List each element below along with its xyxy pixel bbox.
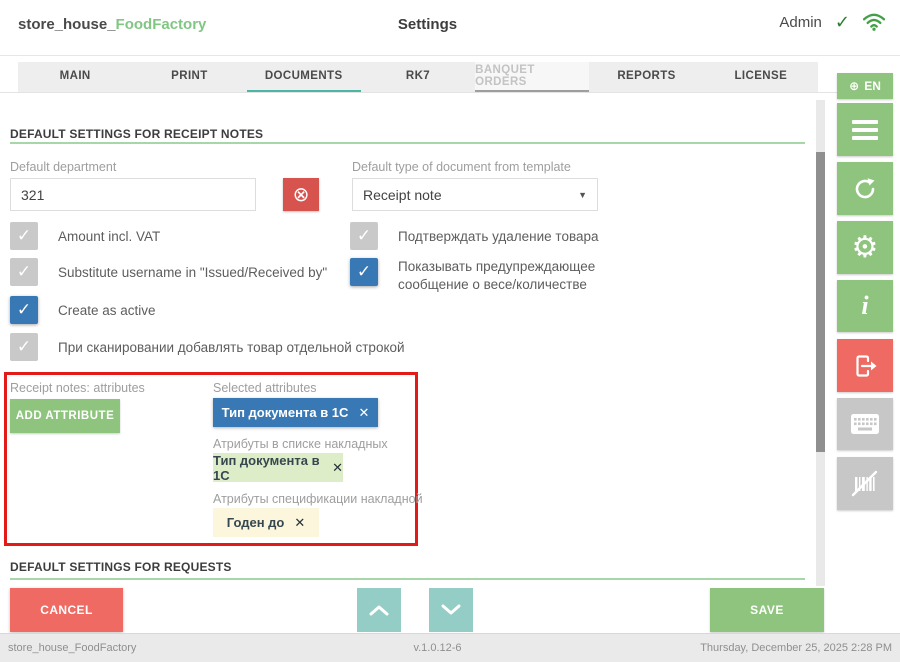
- checkbox-row-substitute-username: ✓ Substitute username in "Issued/Receive…: [10, 258, 340, 286]
- app-title: store_house_FoodFactory: [18, 16, 206, 33]
- receipt-section-underline: [10, 142, 805, 144]
- language-label: EN: [864, 79, 881, 93]
- spec-attribute-chip: Годен до ✕: [213, 508, 319, 537]
- scan-separate-line-checkbox[interactable]: ✓: [10, 333, 38, 361]
- check-icon: ✓: [356, 262, 372, 281]
- scrollbar-thumb[interactable]: [816, 152, 825, 452]
- checkbox-row-weight-warning: ✓ Показывать предупреждающее сообщение о…: [350, 258, 630, 294]
- check-icon: ✓: [16, 300, 32, 319]
- remove-list-attribute-icon[interactable]: ✕: [332, 459, 343, 475]
- check-icon: ✓: [16, 226, 32, 245]
- app-title-suffix: FoodFactory: [115, 16, 207, 33]
- amount-vat-label: Amount incl. VAT: [58, 229, 161, 244]
- logout-button[interactable]: [837, 339, 893, 392]
- tab-print[interactable]: PRINT: [171, 70, 208, 82]
- list-attribute-chip-label: Тип документа в 1С: [213, 452, 320, 483]
- chevron-up-icon: [369, 605, 389, 616]
- add-attribute-button[interactable]: ADD ATTRIBUTE: [10, 399, 120, 433]
- content-top-divider: [0, 92, 856, 93]
- statusbar-datetime: Thursday, December 25, 2025 2:28 PM: [700, 642, 892, 654]
- checkbox-row-confirm-delete: ✓ Подтверждать удаление товара: [350, 222, 670, 250]
- header-right: Admin ✓: [779, 13, 885, 31]
- connection-ok-check-icon: ✓: [834, 12, 850, 32]
- username-label: Admin: [779, 13, 822, 31]
- chevron-down-icon: [441, 604, 461, 615]
- doc-type-select[interactable]: Receipt note ▼: [352, 178, 598, 211]
- tab-license[interactable]: LICENSE: [734, 70, 788, 82]
- amount-vat-checkbox[interactable]: ✓: [10, 222, 38, 250]
- doc-type-label: Default type of document from template: [352, 160, 571, 174]
- tab-documents[interactable]: DOCUMENTS: [246, 62, 361, 93]
- logout-exit-icon: [856, 354, 877, 377]
- confirm-delete-label: Подтверждать удаление товара: [398, 229, 599, 244]
- requests-section-underline: [10, 578, 805, 580]
- selected-attribute-chip-label: Тип документа в 1С: [221, 405, 349, 420]
- statusbar-app-name: store_house_FoodFactory: [8, 642, 137, 654]
- statusbar-version: v.1.0.12-6: [413, 642, 462, 654]
- scan-separate-line-label: При сканировании добавлять товар отдельн…: [58, 340, 405, 355]
- keyboard-button[interactable]: [837, 398, 893, 450]
- substitute-username-checkbox[interactable]: ✓: [10, 258, 38, 286]
- clear-department-button[interactable]: ⊗: [283, 178, 319, 211]
- sync-refresh-icon: [855, 177, 875, 198]
- checkbox-row-create-active: ✓ Create as active: [10, 296, 340, 324]
- tab-rk7[interactable]: RK7: [405, 70, 431, 82]
- receipt-section-title: DEFAULT SETTINGS FOR RECEIPT NOTES: [10, 127, 264, 141]
- settings-button[interactable]: ⚙: [837, 221, 893, 274]
- globe-icon: ⊕: [849, 79, 860, 93]
- language-button[interactable]: ⊕ EN: [837, 73, 893, 99]
- wifi-icon: [863, 13, 885, 31]
- app-title-prefix: store_house_: [18, 16, 116, 33]
- list-attribute-chip: Тип документа в 1С ✕: [213, 452, 343, 483]
- checkbox-row-scan-separate-line: ✓ При сканировании добавлять товар отдел…: [10, 333, 430, 361]
- default-department-value: 321: [21, 186, 45, 203]
- selected-attribute-chip: Тип документа в 1С ✕: [213, 398, 378, 427]
- settings-tabbar: MAIN PRINT DOCUMENTS RK7 BANQUET ORDERS …: [18, 62, 818, 93]
- default-department-input[interactable]: 321: [10, 178, 256, 211]
- status-bar: store_house_FoodFactory v.1.0.12-6 Thurs…: [0, 633, 900, 662]
- default-department-label: Default department: [10, 160, 117, 174]
- menu-button[interactable]: [837, 103, 893, 156]
- check-icon: ✓: [16, 262, 32, 281]
- sync-button[interactable]: [837, 162, 893, 215]
- requests-section-title: DEFAULT SETTINGS FOR REQUESTS: [10, 560, 232, 574]
- substitute-username-label: Substitute username in "Issued/Received …: [58, 265, 328, 280]
- doc-type-selected-value: Receipt note: [363, 186, 442, 203]
- scroll-up-button[interactable]: [357, 588, 401, 632]
- list-attributes-label: Атрибуты в списке накладных: [213, 437, 388, 451]
- spec-attributes-label: Атрибуты спецификации накладной: [213, 492, 423, 506]
- check-icon: ✓: [16, 337, 32, 356]
- barcode-disabled-icon: [851, 470, 878, 496]
- selected-attributes-label: Selected attributes: [213, 381, 317, 395]
- remove-selected-attribute-icon[interactable]: ✕: [358, 404, 370, 420]
- cancel-button[interactable]: CANCEL: [10, 588, 123, 632]
- scroll-down-button[interactable]: [429, 588, 473, 632]
- check-icon: ✓: [356, 226, 372, 245]
- tab-reports[interactable]: REPORTS: [617, 70, 676, 82]
- barcode-scanner-button[interactable]: [837, 457, 893, 510]
- remove-spec-attribute-icon[interactable]: ✕: [294, 514, 306, 530]
- tab-banquet-orders: BANQUET ORDERS: [475, 62, 590, 93]
- spec-attribute-chip-label: Годен до: [226, 515, 285, 530]
- confirm-delete-checkbox[interactable]: ✓: [350, 222, 378, 250]
- tab-main[interactable]: MAIN: [59, 70, 91, 82]
- gear-icon: ⚙: [851, 230, 879, 264]
- header-bar: [0, 0, 900, 56]
- hamburger-menu-icon: [852, 119, 878, 140]
- save-button[interactable]: SAVE: [710, 588, 824, 632]
- create-active-label: Create as active: [58, 303, 156, 318]
- checkbox-row-amount-vat: ✓ Amount incl. VAT: [10, 222, 340, 250]
- weight-warning-label: Показывать предупреждающее сообщение о в…: [398, 259, 596, 292]
- page-title: Settings: [397, 16, 458, 33]
- info-icon: i: [861, 291, 869, 320]
- info-button[interactable]: i: [837, 280, 893, 332]
- attributes-group-label: Receipt notes: attributes: [10, 381, 145, 395]
- chevron-down-icon: ▼: [578, 189, 587, 200]
- keyboard-icon: [851, 414, 879, 434]
- clear-circle-x-icon: ⊗: [292, 183, 310, 206]
- create-active-checkbox[interactable]: ✓: [10, 296, 38, 324]
- weight-warning-checkbox[interactable]: ✓: [350, 258, 378, 286]
